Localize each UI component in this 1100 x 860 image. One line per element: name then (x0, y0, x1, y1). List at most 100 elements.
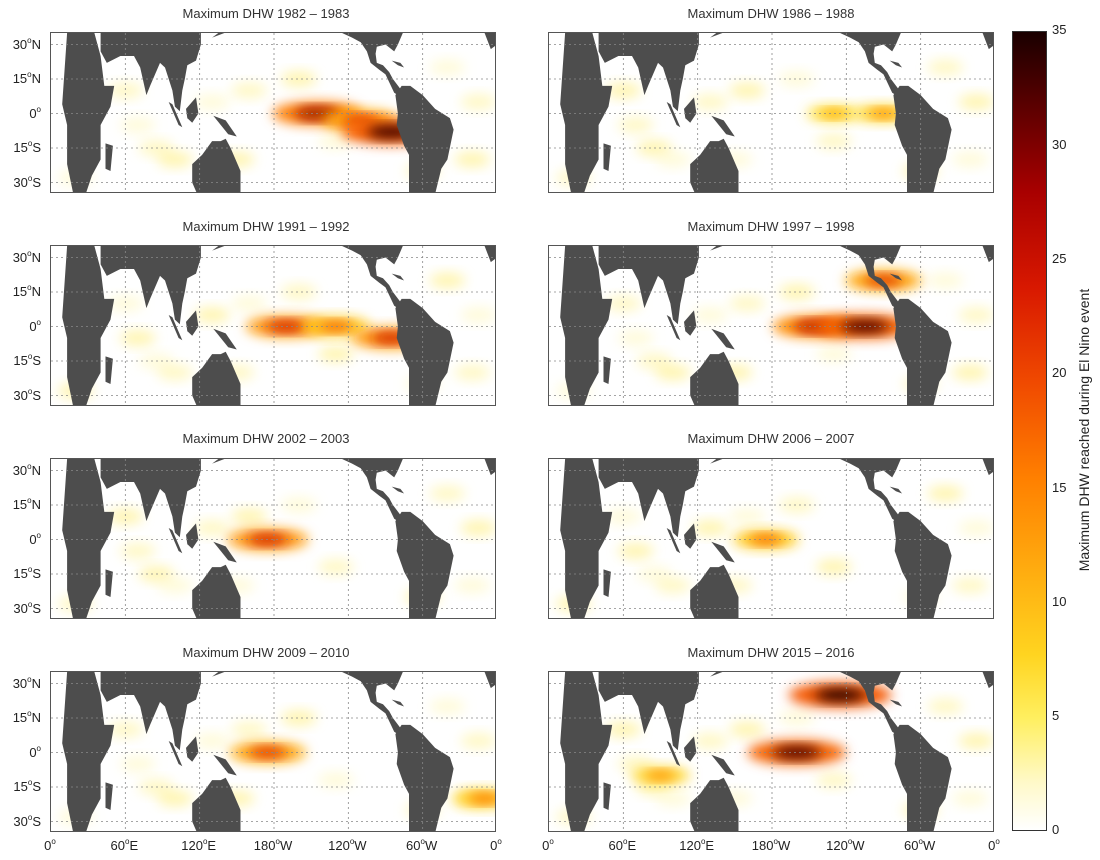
land-mass (484, 672, 495, 689)
land-mass (840, 672, 901, 735)
land-mass (684, 97, 697, 123)
background-heat (958, 94, 993, 110)
background-heat (952, 364, 989, 381)
land-mass (100, 672, 201, 751)
land-mass (391, 60, 405, 68)
land-mass (395, 511, 454, 618)
y-tick-label: 15oS (13, 565, 41, 581)
land-mass (889, 699, 903, 707)
y-tick-label: 15oS (13, 139, 41, 155)
panel-title-7: Maximum DHW 2009 – 2010 (182, 645, 350, 660)
land-mass (62, 459, 115, 618)
background-heat (107, 721, 144, 738)
background-heat (317, 772, 354, 789)
background-heat (280, 497, 317, 513)
background-heat (617, 756, 654, 772)
land-mass (598, 246, 699, 325)
panel-title-1: Maximum DHW 1982 – 1983 (182, 6, 350, 21)
background-heat (654, 577, 691, 594)
land-mass (391, 699, 405, 707)
x-tick-label: 0o (490, 837, 502, 853)
x-tick-label: 60oE (608, 837, 637, 853)
background-heat (231, 295, 268, 312)
dhw-hotspot (772, 746, 821, 759)
colorbar-tick: 35 (1052, 22, 1067, 37)
x-tick-label: 180oW (751, 837, 791, 853)
background-heat (778, 284, 815, 300)
map-svg (51, 246, 495, 405)
background-heat (454, 364, 491, 381)
land-mass (212, 672, 225, 677)
x-tick-label: 120oE (679, 837, 715, 853)
land-mass (192, 564, 241, 618)
dhw-hotspot (815, 688, 866, 702)
y-tick-label: 30oN (12, 35, 41, 52)
land-mass (889, 486, 903, 494)
background-heat (729, 721, 766, 738)
map-svg (549, 246, 993, 405)
land-mass (105, 143, 113, 171)
background-heat (605, 82, 642, 99)
land-mass (391, 273, 405, 281)
x-tick-label: 120oW (328, 837, 367, 853)
panel-title-4: Maximum DHW 1997 – 1998 (687, 219, 855, 234)
land-mass (684, 736, 697, 762)
colorbar-tick: 10 (1052, 594, 1067, 609)
land-mass (710, 459, 723, 464)
background-heat (778, 710, 815, 726)
background-heat (778, 497, 815, 513)
land-mass (666, 741, 681, 767)
background-heat (107, 295, 144, 312)
land-mass (213, 541, 237, 563)
land-mass (484, 246, 495, 263)
background-heat (194, 733, 231, 749)
land-mass (192, 351, 241, 405)
land-mass (168, 741, 183, 767)
background-heat (156, 577, 193, 594)
land-mass (212, 246, 225, 251)
background-heat (119, 330, 156, 346)
land-mass (342, 246, 403, 309)
land-mass (186, 97, 199, 123)
background-heat (927, 59, 964, 76)
land-mass (982, 246, 993, 263)
y-tick-label: 15oN (12, 496, 41, 512)
background-heat (231, 82, 268, 99)
background-heat (231, 508, 268, 525)
background-heat (156, 790, 193, 807)
land-mass (840, 33, 901, 96)
land-mass (212, 33, 225, 38)
background-heat (815, 772, 852, 789)
y-tick-label: 15oS (13, 778, 41, 794)
background-heat (654, 151, 691, 168)
background-heat (429, 485, 466, 502)
land-mass (710, 672, 723, 677)
map-panel-4 (548, 245, 994, 406)
background-heat (107, 82, 144, 99)
map-svg (549, 672, 993, 831)
land-mass (100, 246, 201, 325)
land-mass (105, 569, 113, 597)
background-heat (654, 364, 691, 381)
land-mass (105, 356, 113, 384)
land-mass (603, 569, 611, 597)
land-mass (710, 33, 723, 38)
background-heat (958, 520, 993, 536)
land-mass (840, 459, 901, 522)
y-tick-label: 30oN (12, 461, 41, 478)
land-mass (893, 511, 952, 618)
colorbar-tick: 30 (1052, 137, 1067, 152)
background-heat (605, 295, 642, 312)
land-mass (342, 459, 403, 522)
land-mass (395, 724, 454, 831)
background-heat (280, 71, 317, 87)
x-tick-label: 60oW (406, 837, 438, 853)
background-heat (958, 733, 993, 749)
land-mass (395, 85, 454, 192)
land-mass (212, 459, 225, 464)
colorbar-tick: 0 (1052, 822, 1060, 837)
land-mass (192, 777, 241, 831)
y-tick-label: 0o (29, 530, 41, 547)
map-svg (51, 459, 495, 618)
land-mass (982, 33, 993, 50)
